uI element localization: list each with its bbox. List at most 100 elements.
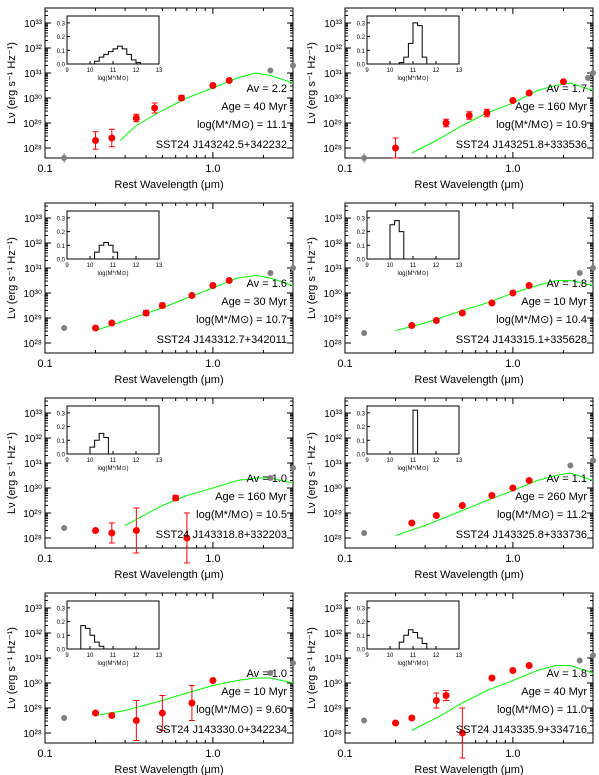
x-axis-label: Rest Wavelength (μm) [414,569,523,581]
inset-x-tick-label: 12 [133,653,140,659]
y-tick-label: 10³² [324,434,342,445]
av-text: Av = 1.0 [247,668,287,680]
x-tick-label: 0.1 [337,358,352,370]
y-axis-label: Lν (erg s⁻¹ Hz⁻¹) [6,627,18,709]
object-name: SST24 J143318.8+332203 [156,529,287,541]
age-text: Age = 260 Myr [515,491,587,503]
inset-x-tick-label: 12 [433,653,440,659]
y-tick-label: 10³⁰ [24,484,42,495]
y-axis-label: Lν (erg s⁻¹ Hz⁻¹) [306,237,318,319]
inset-x-tick-label: 11 [410,263,417,269]
inset-x-label: log(M*/M⊙) [397,661,428,667]
x-tick-label: 1.0 [205,163,220,175]
red-data-point [442,119,450,127]
mass-text: log(M*/M⊙) = 11.2 [497,509,587,521]
x-axis-label: Rest Wavelength (μm) [414,374,523,386]
red-data-point [509,484,517,492]
red-data-point [209,282,217,289]
y-tick-label: 10²⁸ [23,144,42,155]
inset-x-tick-label: 11 [110,263,117,269]
red-data-point [225,77,233,84]
inset-y-tick-label: 0.0 [357,63,366,69]
gray-data-point [590,265,596,271]
gray-data-point [267,670,274,676]
y-tick-label: 10²⁸ [323,534,342,545]
age-text: Age = 30 Myr [221,296,287,308]
sed-panel: 10²⁸ 10²⁹ 10³⁰ 10³¹ 10³² 10³³ 0.1 1.0 Rest Wavel… [6,397,296,581]
x-tick-label: 1.0 [505,553,520,565]
age-text: Age = 160 Myr [215,491,287,503]
y-tick-label: 10³¹ [324,459,342,470]
red-data-point [132,717,140,724]
inset-y-tick-label: 0.3 [57,606,66,612]
y-tick-label: 10³³ [324,19,342,30]
mass-text: log(M*/M⊙) = 10.5 [196,509,287,521]
y-tick-label: 10³¹ [324,69,342,80]
inset-x-tick-label: 10 [87,653,94,659]
red-data-point [108,712,116,719]
inset-x-label: log(M*/M⊙) [397,271,428,277]
y-axis-label: Lν (erg s⁻¹ Hz⁻¹) [6,42,18,124]
red-data-point [209,677,217,684]
gray-data-point [576,657,583,664]
y-tick-label: 10²⁹ [23,314,42,325]
y-tick-label: 10³³ [24,214,42,225]
inset-x-tick-label: 10 [87,458,94,464]
inset-y-tick-label: 0.3 [57,411,66,417]
gray-data-point [576,270,583,276]
red-data-point [392,144,400,152]
red-data-point [209,82,217,89]
y-tick-label: 10³⁰ [24,94,42,105]
y-tick-label: 10³¹ [324,264,342,275]
gray-data-point [584,75,591,81]
x-tick-label: 1.0 [505,358,520,370]
inset-x-label: log(M*/M⊙) [97,661,128,667]
y-tick-label: 10³² [324,629,342,640]
y-tick-label: 10²⁸ [323,144,342,155]
red-data-point [432,512,440,519]
inset-x-tick-label: 11 [410,653,417,659]
inset-y-tick-label: 0.2 [357,35,366,41]
inset-x-tick-label: 10 [387,458,394,464]
inset-y-tick-label: 0.1 [57,439,66,445]
inset-frame [366,210,460,260]
inset-frame [66,15,160,65]
gray-data-point [61,525,68,531]
gray-data-point [361,717,368,724]
inset-y-tick-label: 0.2 [57,230,66,236]
x-tick-label: 0.1 [337,163,352,175]
inset-y-tick-label: 0.1 [57,634,66,640]
y-tick-label: 10³³ [324,214,342,225]
red-data-point [442,692,450,699]
gray-data-point [267,475,274,481]
red-data-point [158,709,166,717]
gray-data-point [290,465,296,471]
inset-y-tick-label: 0.3 [57,216,66,222]
mass-histogram [80,432,113,455]
av-text: Av = 1.8 [547,668,587,680]
mass-text: log(M*/M⊙) = 11.0 [497,704,587,716]
x-tick-label: 1.0 [205,553,220,565]
x-axis-label: Rest Wavelength (μm) [114,569,223,581]
inset-x-label: log(M*/M⊙) [397,466,428,472]
red-data-point [108,319,116,327]
mass-text: log(M*/M⊙) = 9.60 [196,704,287,716]
x-tick-label: 0.1 [37,748,52,760]
y-tick-label: 10³⁰ [324,94,342,105]
inset-x-tick-label: 10 [387,653,394,659]
y-tick-label: 10³¹ [24,654,42,665]
y-tick-label: 10³³ [324,409,342,420]
red-data-point [509,667,517,674]
y-tick-label: 10³¹ [24,264,42,275]
inset-x-tick-label: 13 [456,68,463,74]
inset-y-tick-label: 0.0 [357,258,366,264]
gray-data-point [267,270,274,276]
y-axis-label: Lν (erg s⁻¹ Hz⁻¹) [306,627,318,709]
mass-text: log(M*/M⊙) = 11.1 [197,119,287,131]
y-tick-label: 10²⁸ [23,534,42,545]
av-text: Av = 1.1 [547,473,587,485]
age-text: Age = 40 Myr [521,686,587,698]
y-tick-label: 10³⁰ [324,484,342,495]
mass-text: log(M*/M⊙) = 10.4 [496,314,587,326]
